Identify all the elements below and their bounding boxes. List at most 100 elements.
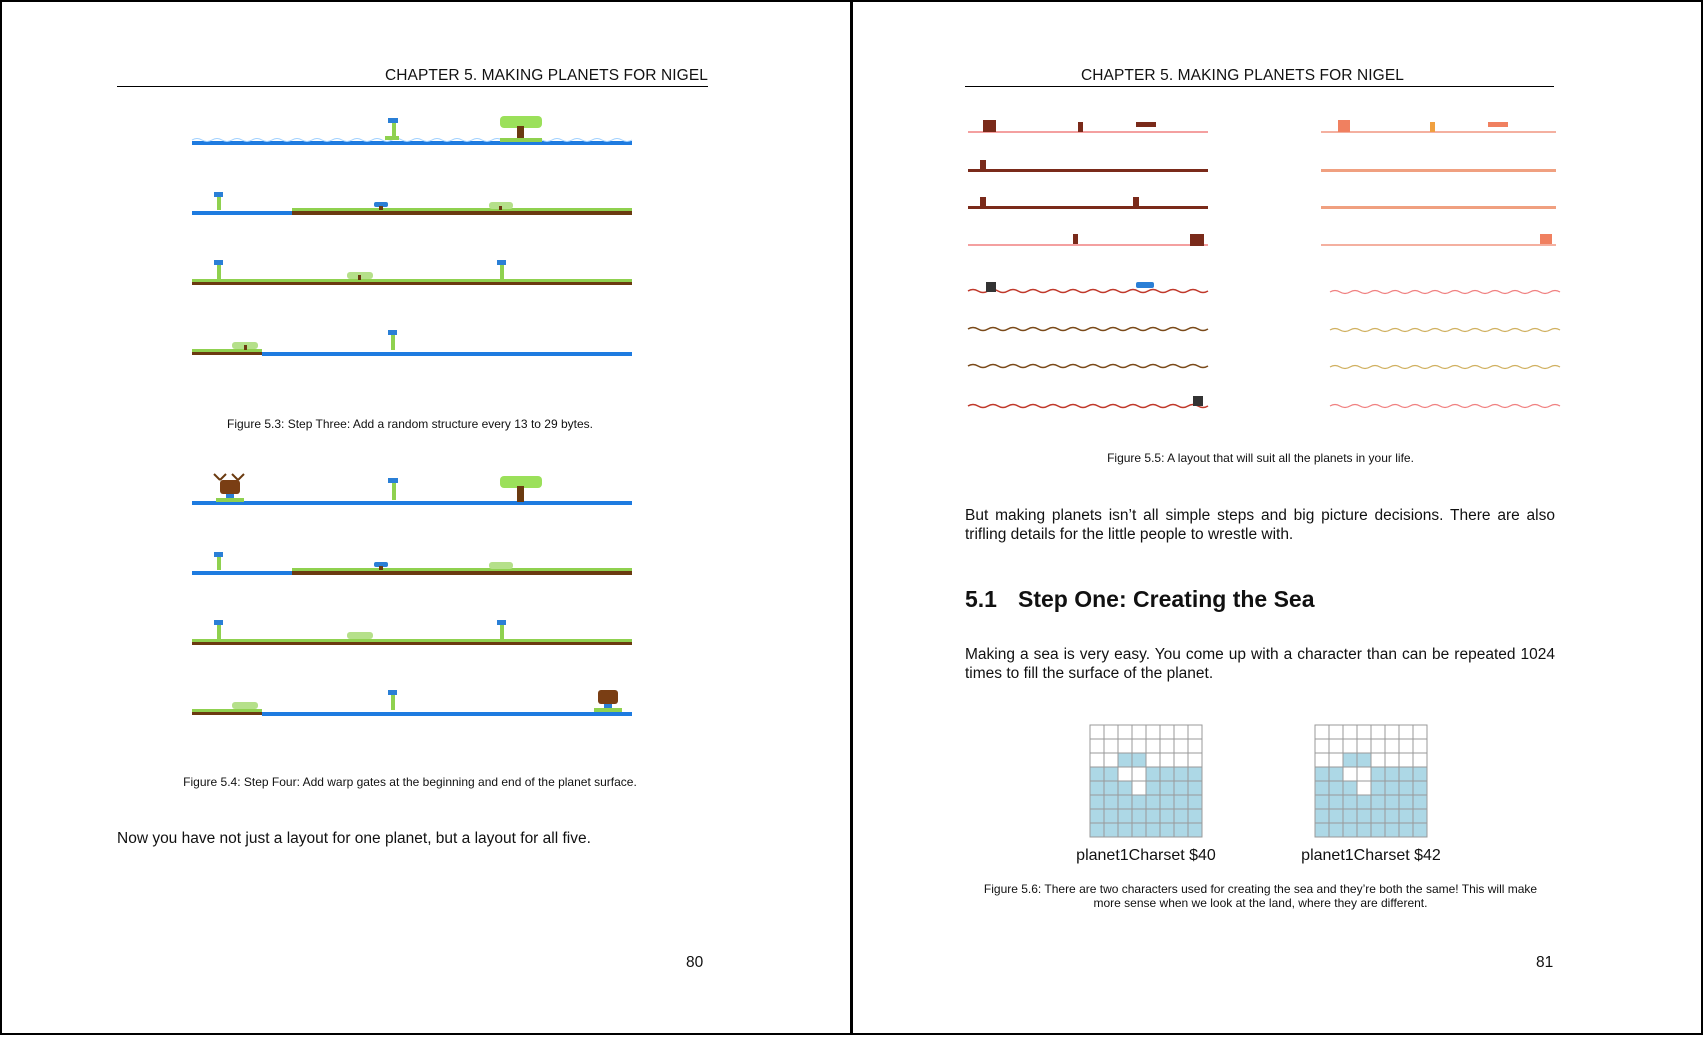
- grid-cell: [1356, 738, 1372, 754]
- plant-sprite: [388, 330, 397, 350]
- grid-cell: [1159, 724, 1175, 740]
- grid-cell: [1398, 780, 1414, 796]
- grid-cell: [1356, 794, 1372, 810]
- grid-cell: [1089, 780, 1105, 796]
- figure-5-4-illustration: [192, 473, 632, 716]
- bush-sprite: [489, 202, 513, 210]
- grid-cell: [1117, 780, 1133, 796]
- figure-5-6-caption-line-1: Figure 5.6: There are two characters use…: [983, 882, 1538, 896]
- left-page: CHAPTER 5. MAKING PLANETS FOR NIGEL: [2, 2, 850, 1033]
- grid-cell: [1159, 766, 1175, 782]
- grid-cell: [1412, 766, 1428, 782]
- grid-cell: [1117, 794, 1133, 810]
- grid-cell: [1370, 752, 1386, 768]
- grid-cell: [1131, 752, 1147, 768]
- grid-cell: [1384, 780, 1400, 796]
- grid-cell: [1173, 822, 1189, 838]
- grid-cell: [1117, 724, 1133, 740]
- grid-cell: [1328, 808, 1344, 824]
- grid-cell: [1173, 794, 1189, 810]
- grid-cell: [1131, 738, 1147, 754]
- grid-cell: [1398, 766, 1414, 782]
- grid-cell: [1145, 766, 1161, 782]
- grid-cell: [1342, 724, 1358, 740]
- grid-cell: [1356, 752, 1372, 768]
- grid-cell: [1117, 808, 1133, 824]
- grid-cell: [1187, 752, 1203, 768]
- plant-sprite: [214, 260, 223, 279]
- grid-cell: [1187, 724, 1203, 740]
- charset-grid-42: [1314, 724, 1428, 838]
- grid-cell: [1089, 738, 1105, 754]
- grid-cell: [1117, 752, 1133, 768]
- grid-cell: [1356, 766, 1372, 782]
- grid-cell: [1314, 724, 1330, 740]
- figure-5-5-illustration: [967, 120, 1561, 409]
- grid-cell: [1117, 822, 1133, 838]
- bush-sprite: [347, 632, 373, 639]
- grid-cell: [1103, 822, 1119, 838]
- grid-cell: [1356, 780, 1372, 796]
- grid-cell: [1398, 808, 1414, 824]
- grid-cell: [1103, 752, 1119, 768]
- grid-cell: [1384, 808, 1400, 824]
- grid-cell: [1089, 752, 1105, 768]
- figure-5-6-caption-line-2: more sense when we look at the land, whe…: [1093, 896, 1428, 910]
- tree-sprite: [500, 116, 542, 142]
- plant-sprite: [388, 690, 397, 710]
- figure-5-5-caption: Figure 5.5: A layout that will suit all …: [1107, 451, 1414, 465]
- running-head: CHAPTER 5. MAKING PLANETS FOR NIGEL: [384, 67, 708, 84]
- grid-cell: [1370, 794, 1386, 810]
- grid-cell: [1328, 738, 1344, 754]
- grid-cell: [1342, 738, 1358, 754]
- figure-5-3-caption: Figure 5.3: Step Three: Add a random str…: [227, 417, 593, 431]
- right-page: CHAPTER 5. MAKING PLANETS FOR NIGEL: [853, 2, 1701, 1033]
- mushroom-sprite: [374, 202, 388, 210]
- grid-cell: [1384, 794, 1400, 810]
- plant-sprite: [385, 118, 399, 140]
- grid-cell: [1103, 780, 1119, 796]
- header-rule: [965, 86, 1554, 87]
- grid-cell: [1314, 766, 1330, 782]
- body-paragraph: Now you have not just a layout for one p…: [117, 830, 591, 847]
- grid-cell: [1117, 738, 1133, 754]
- planet-strip-2: [192, 192, 632, 215]
- grid-cell: [1187, 808, 1203, 824]
- grid-cell: [1384, 822, 1400, 838]
- grid-cell: [1328, 724, 1344, 740]
- grid-cell: [1384, 738, 1400, 754]
- grid-cell: [1342, 822, 1358, 838]
- grid-cell: [1131, 822, 1147, 838]
- grid-cell: [1412, 808, 1428, 824]
- grid-cell: [1103, 794, 1119, 810]
- bush-sprite: [232, 342, 258, 350]
- planet-strip-4: [192, 690, 632, 716]
- grid-cell: [1131, 724, 1147, 740]
- grid-cell: [1342, 766, 1358, 782]
- grid-cell: [1089, 808, 1105, 824]
- grid-cell: [1314, 738, 1330, 754]
- grid-cell: [1328, 752, 1344, 768]
- grid-cell: [1314, 822, 1330, 838]
- grid-cell: [1370, 738, 1386, 754]
- figure-5-4-caption: Figure 5.4: Step Four: Add warp gates at…: [183, 775, 637, 789]
- planet-strip-1: [192, 473, 632, 505]
- grid-cell: [1328, 766, 1344, 782]
- grid-cell: [1412, 724, 1428, 740]
- grid-cell: [1145, 752, 1161, 768]
- paragraph-1: But making planets isn’t all simple step…: [965, 507, 1555, 543]
- grid-cell: [1145, 724, 1161, 740]
- grid-cell: [1314, 794, 1330, 810]
- plant-sprite: [214, 552, 223, 570]
- grid-cell: [1398, 738, 1414, 754]
- dark-strips: [967, 120, 1209, 409]
- tree-sprite: [500, 476, 542, 502]
- plant-sprite: [214, 192, 223, 210]
- grid-cell: [1314, 780, 1330, 796]
- plant-sprite: [214, 620, 223, 639]
- warp-gate-sprite: [213, 473, 245, 502]
- grid-cell: [1145, 794, 1161, 810]
- grid-cell: [1159, 822, 1175, 838]
- grid-cell: [1187, 780, 1203, 796]
- grid-cell: [1370, 766, 1386, 782]
